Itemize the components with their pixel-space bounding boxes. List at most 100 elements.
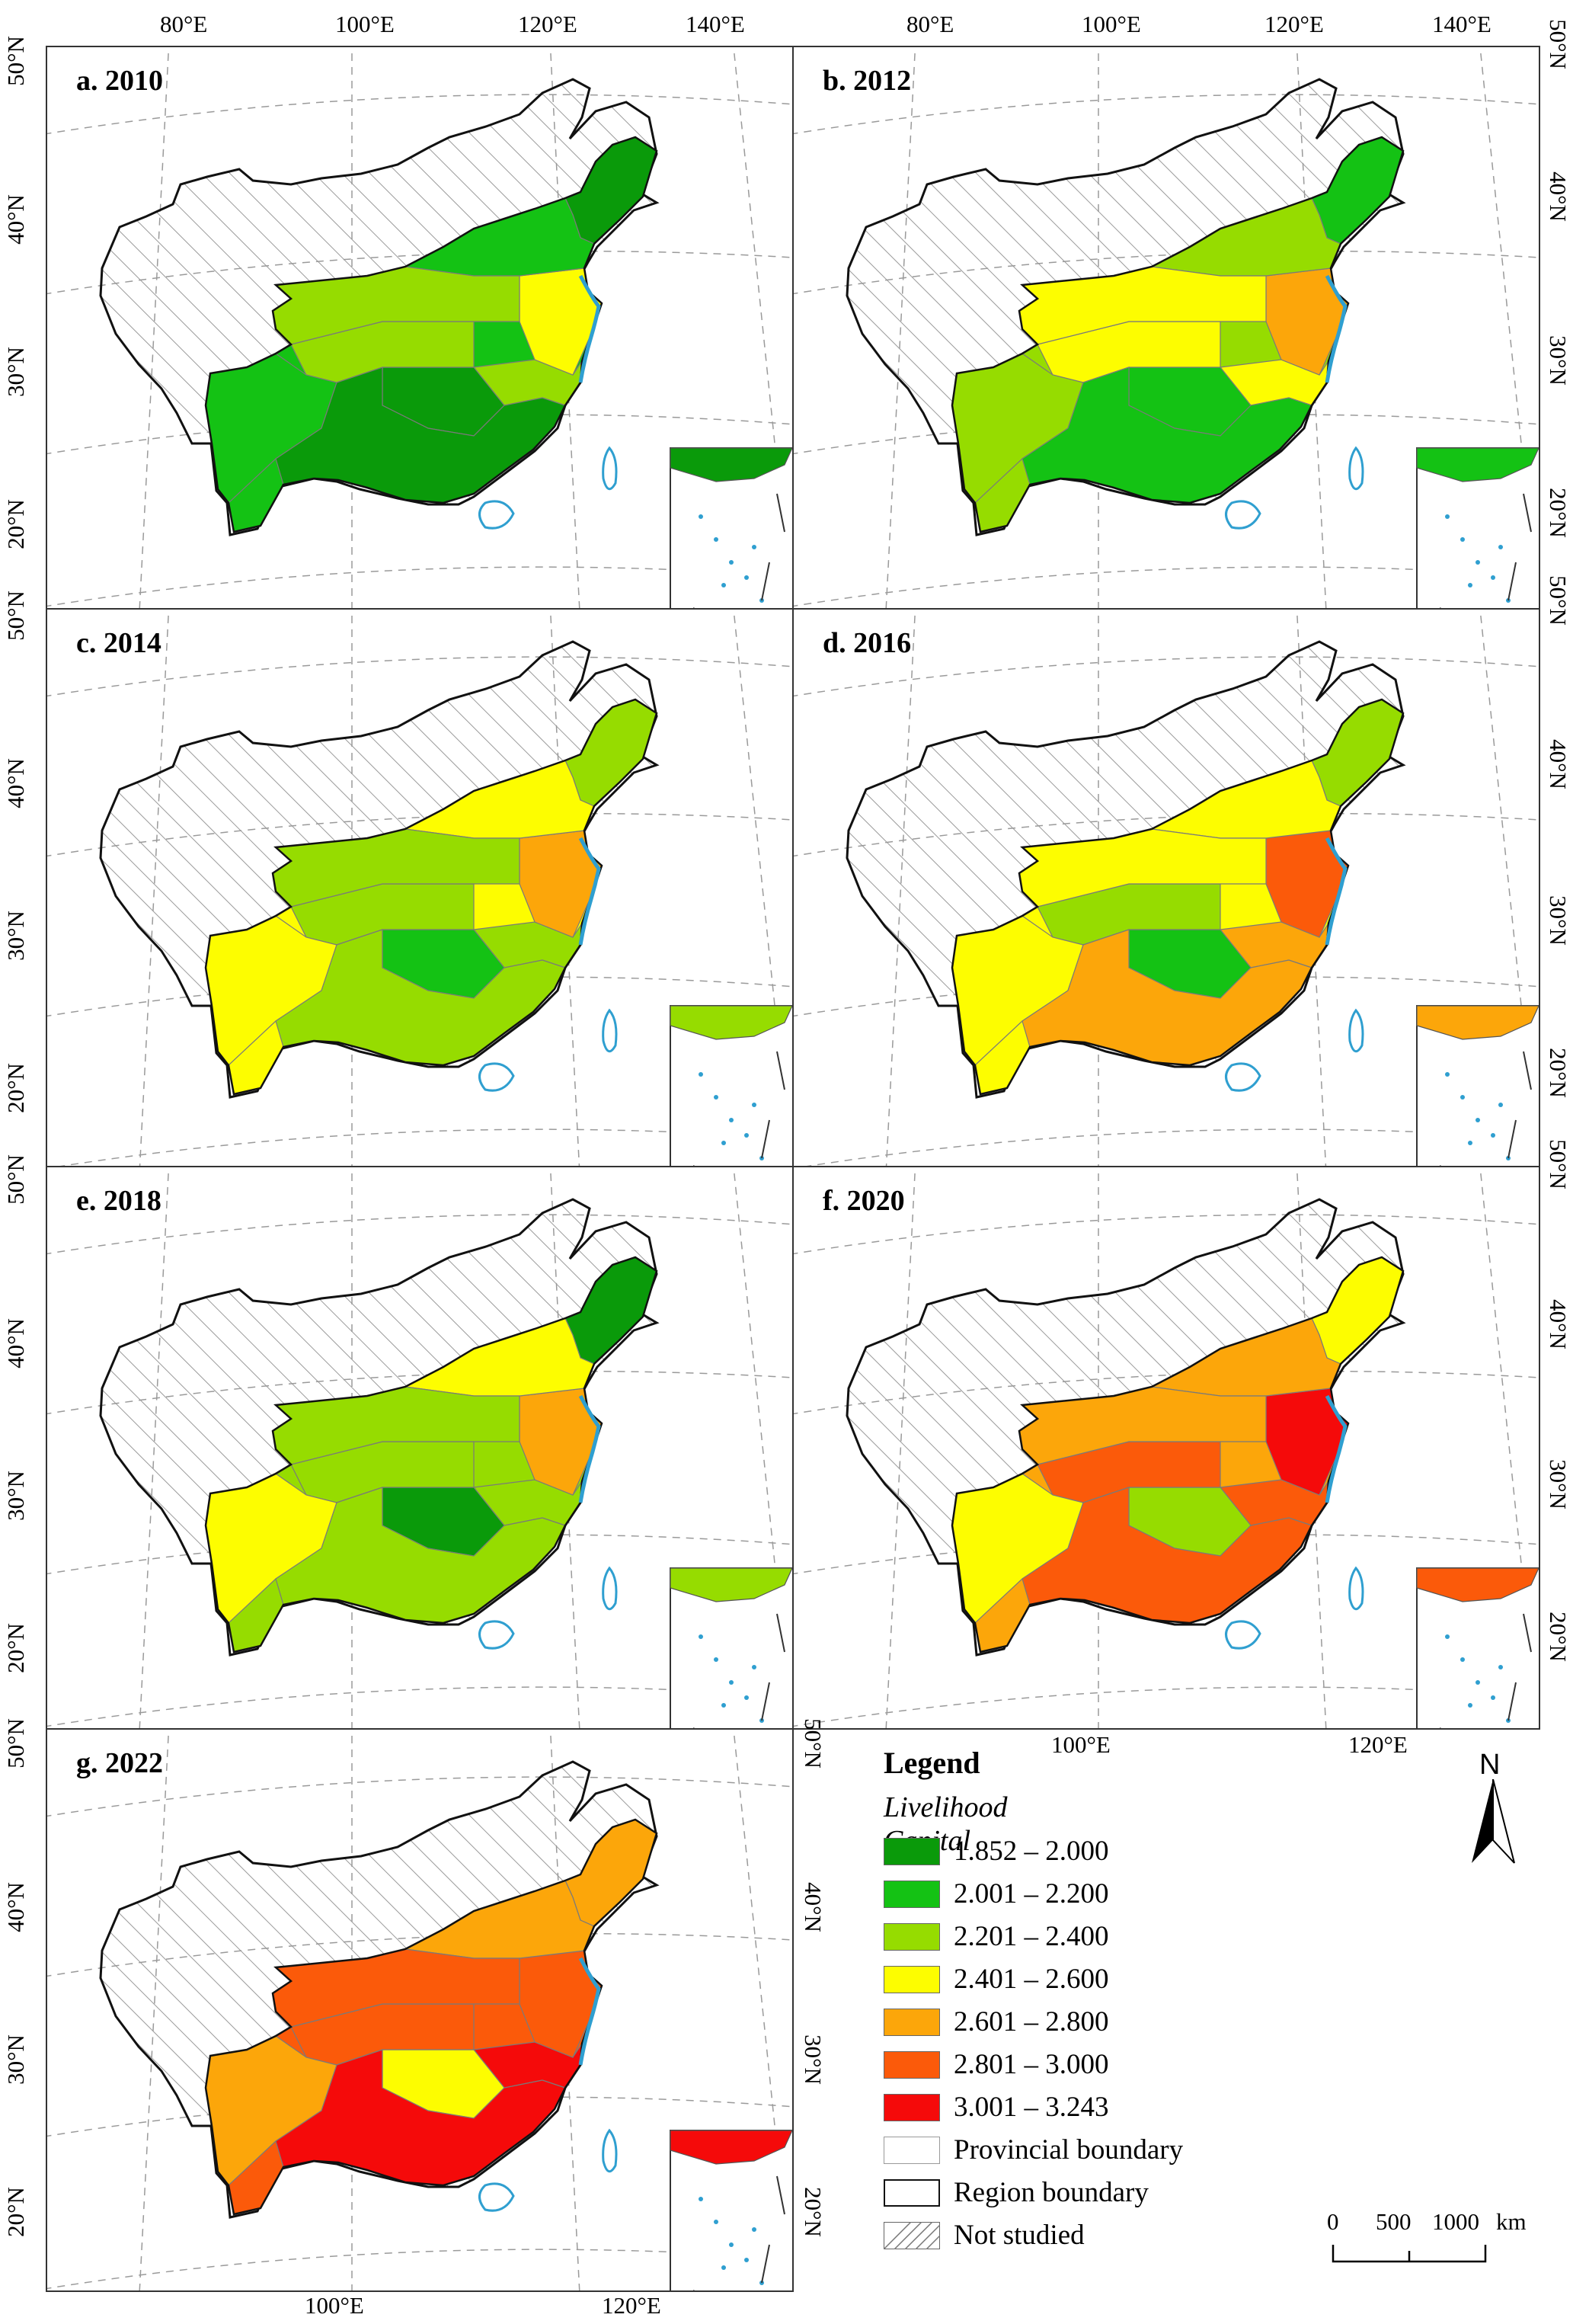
lat-label-30n: 30°N	[2, 347, 29, 397]
legend-item: 2.001 – 2.200	[884, 1877, 1341, 1911]
island-dot	[714, 1095, 718, 1100]
taiwan-island	[602, 1008, 618, 1053]
lon-label-140e: 140°E	[1432, 11, 1491, 37]
lat-label-20n: 20°N	[1544, 488, 1571, 538]
latitude-line	[794, 94, 1539, 135]
north-arrow-icon	[1472, 1779, 1515, 1864]
island-dot	[714, 2220, 718, 2224]
inset-land	[670, 1005, 792, 1040]
island-dot	[752, 1103, 756, 1107]
latitude-line	[794, 250, 1539, 295]
studied-regions	[952, 137, 1403, 532]
latitude-line	[794, 1214, 1539, 1255]
island-dot	[1498, 545, 1503, 549]
lat-label-40n: 40°N	[2, 758, 29, 808]
hainan-island	[1225, 1620, 1261, 1650]
island-dot	[1498, 1665, 1503, 1669]
island-dot	[752, 1665, 756, 1669]
panel-title: c. 2014	[76, 627, 161, 659]
island-dot	[714, 1657, 718, 1662]
nine-dash-line	[693, 1051, 785, 1166]
nine-dash-line	[693, 1613, 785, 1728]
map-panel-2022: g. 2022	[46, 1728, 794, 2292]
lat-label-20n: 20°N	[2, 2187, 29, 2237]
legend-swatch	[884, 1923, 940, 1951]
south-china-sea-inset	[670, 1567, 792, 1728]
legend-label: 2.401 – 2.600	[954, 1964, 1109, 1995]
map-panel-2016: d. 2016	[792, 608, 1540, 1167]
legend-label: 1.852 – 2.000	[954, 1836, 1109, 1867]
legend-item: 2.801 – 3.000	[884, 2048, 1341, 2082]
panel-title: e. 2018	[76, 1185, 161, 1217]
coastline	[578, 274, 601, 383]
lat-label-50n: 50°N	[799, 1718, 826, 1769]
taiwan-island	[602, 1566, 618, 1611]
island-dot	[752, 2227, 756, 2232]
china-map-2014	[47, 610, 792, 1166]
legend-swatch	[884, 1881, 940, 1908]
china-map-2016	[794, 610, 1539, 1166]
island-dot	[1468, 1141, 1472, 1145]
region-boundary	[951, 698, 1405, 1096]
legend-swatch	[884, 1966, 940, 1993]
legend-swatch	[884, 2094, 940, 2121]
studied-regions	[952, 699, 1403, 1094]
latitude-line	[794, 812, 1539, 857]
longitude-line	[733, 47, 792, 608]
latitude-line	[47, 1776, 792, 1817]
lon-label-100e: 100°E	[1051, 1731, 1111, 1758]
island-dot	[699, 1634, 703, 1639]
lat-label-40n: 40°N	[1544, 739, 1571, 789]
island-dot	[1468, 1703, 1472, 1708]
panel-title: b. 2012	[823, 65, 912, 97]
legend-label: Not studied	[954, 2220, 1085, 2251]
coastline	[1325, 1394, 1348, 1503]
lat-label-20n: 20°N	[799, 2187, 826, 2237]
legend-item: 2.201 – 2.400	[884, 1920, 1341, 1954]
south-china-sea-inset	[1416, 1005, 1539, 1166]
taiwan-island	[1348, 1008, 1364, 1053]
island-dot	[1491, 1695, 1495, 1700]
longitude-line	[733, 1730, 792, 2290]
nine-dash-line	[1440, 493, 1532, 608]
map-panel-2012: b. 2012	[792, 46, 1540, 610]
latitude-line	[47, 976, 792, 1017]
legend-item: 1.852 – 2.000	[884, 1835, 1341, 1868]
latitude-line	[794, 1370, 1539, 1415]
latitude-line	[47, 2096, 792, 2137]
lat-label-30n: 30°N	[1544, 335, 1571, 386]
region-boundary	[951, 136, 1405, 533]
lat-label-30n: 30°N	[1544, 1459, 1571, 1509]
lon-label-80e: 80°E	[160, 11, 208, 37]
lat-label-30n: 30°N	[799, 2034, 826, 2085]
longitude-line	[733, 610, 792, 1166]
region-boundary	[204, 698, 658, 1096]
island-dot	[1445, 1072, 1450, 1077]
nine-dash-line	[1440, 1051, 1532, 1166]
lat-label-40n: 40°N	[1544, 1299, 1571, 1349]
island-dot	[1445, 1634, 1450, 1639]
scale-unit: km	[1496, 2208, 1527, 2235]
island-dot	[1476, 1680, 1480, 1685]
region-boundary	[951, 1256, 1405, 1653]
lat-label-20n: 20°N	[1544, 1048, 1571, 1098]
lat-label-50n: 50°N	[2, 591, 29, 641]
island-dot	[721, 1141, 726, 1145]
taiwan-island	[1348, 1566, 1364, 1611]
lat-label-30n: 30°N	[2, 2034, 29, 2085]
studied-regions	[206, 1820, 657, 2214]
island-dot	[1460, 1095, 1465, 1100]
longitude-line	[1479, 47, 1539, 608]
legend-swatch	[884, 2009, 940, 2036]
latitude-line	[47, 1370, 792, 1415]
island-dot	[729, 560, 734, 565]
island-dot	[729, 1680, 734, 1685]
china-map-2020	[794, 1167, 1539, 1728]
legend-swatch	[884, 2051, 940, 2079]
latitude-line	[47, 1534, 792, 1575]
legend-label: 2.201 – 2.400	[954, 1921, 1109, 1952]
longitude-line	[1479, 610, 1539, 1166]
coastline	[1325, 274, 1348, 383]
legend-item-region: Region boundary	[884, 2176, 1341, 2210]
south-china-sea-inset	[670, 447, 792, 608]
